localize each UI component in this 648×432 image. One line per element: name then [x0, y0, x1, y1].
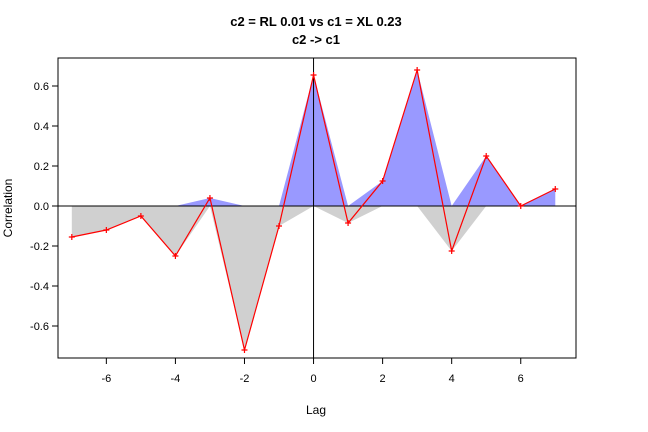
x-tick-label: 6	[518, 373, 524, 385]
x-tick-label: 0	[310, 373, 316, 385]
data-point-marker	[103, 227, 110, 233]
x-axis: -6 -4 -2 0 2 4 6	[101, 357, 524, 385]
y-tick-label: 0.4	[34, 121, 49, 133]
y-tick-label: -0.4	[30, 281, 49, 293]
negative-correlation-area	[71, 206, 556, 350]
data-point-marker	[414, 67, 421, 73]
x-tick-label: -4	[171, 373, 181, 385]
data-point-marker	[379, 178, 386, 184]
chart-subtitle: c2 -> c1	[292, 32, 340, 47]
y-tick-label: -0.6	[30, 321, 49, 333]
data-point-marker	[68, 234, 75, 240]
data-point-marker	[552, 186, 559, 192]
data-point-marker	[206, 195, 213, 201]
x-axis-label: Lag	[306, 403, 326, 417]
y-tick-label: 0.6	[34, 81, 49, 93]
x-tick-label: -6	[101, 373, 111, 385]
chart-title: c2 = RL 0.01 vs c1 = XL 0.23	[230, 14, 402, 29]
data-point-marker	[483, 153, 490, 159]
data-point-marker	[276, 223, 283, 229]
correlation-line-layer	[68, 67, 559, 353]
y-tick-label: 0.0	[34, 201, 49, 213]
x-tick-label: 2	[380, 373, 386, 385]
data-point-marker	[137, 213, 144, 219]
data-point-marker	[241, 347, 248, 353]
x-tick-label: 4	[449, 373, 455, 385]
data-point-marker	[448, 248, 455, 254]
y-tick-label: -0.2	[30, 241, 49, 253]
x-tick-label: -2	[240, 373, 250, 385]
data-point-marker	[310, 72, 317, 78]
y-tick-label: 0.2	[34, 161, 49, 173]
y-axis: -0.6 -0.4 -0.2 0.0 0.2 0.4 0.6	[30, 81, 59, 333]
data-point-marker	[172, 253, 179, 259]
data-point-marker	[345, 220, 352, 226]
y-axis-label: Correlation	[1, 179, 15, 238]
data-point-marker	[517, 203, 524, 209]
